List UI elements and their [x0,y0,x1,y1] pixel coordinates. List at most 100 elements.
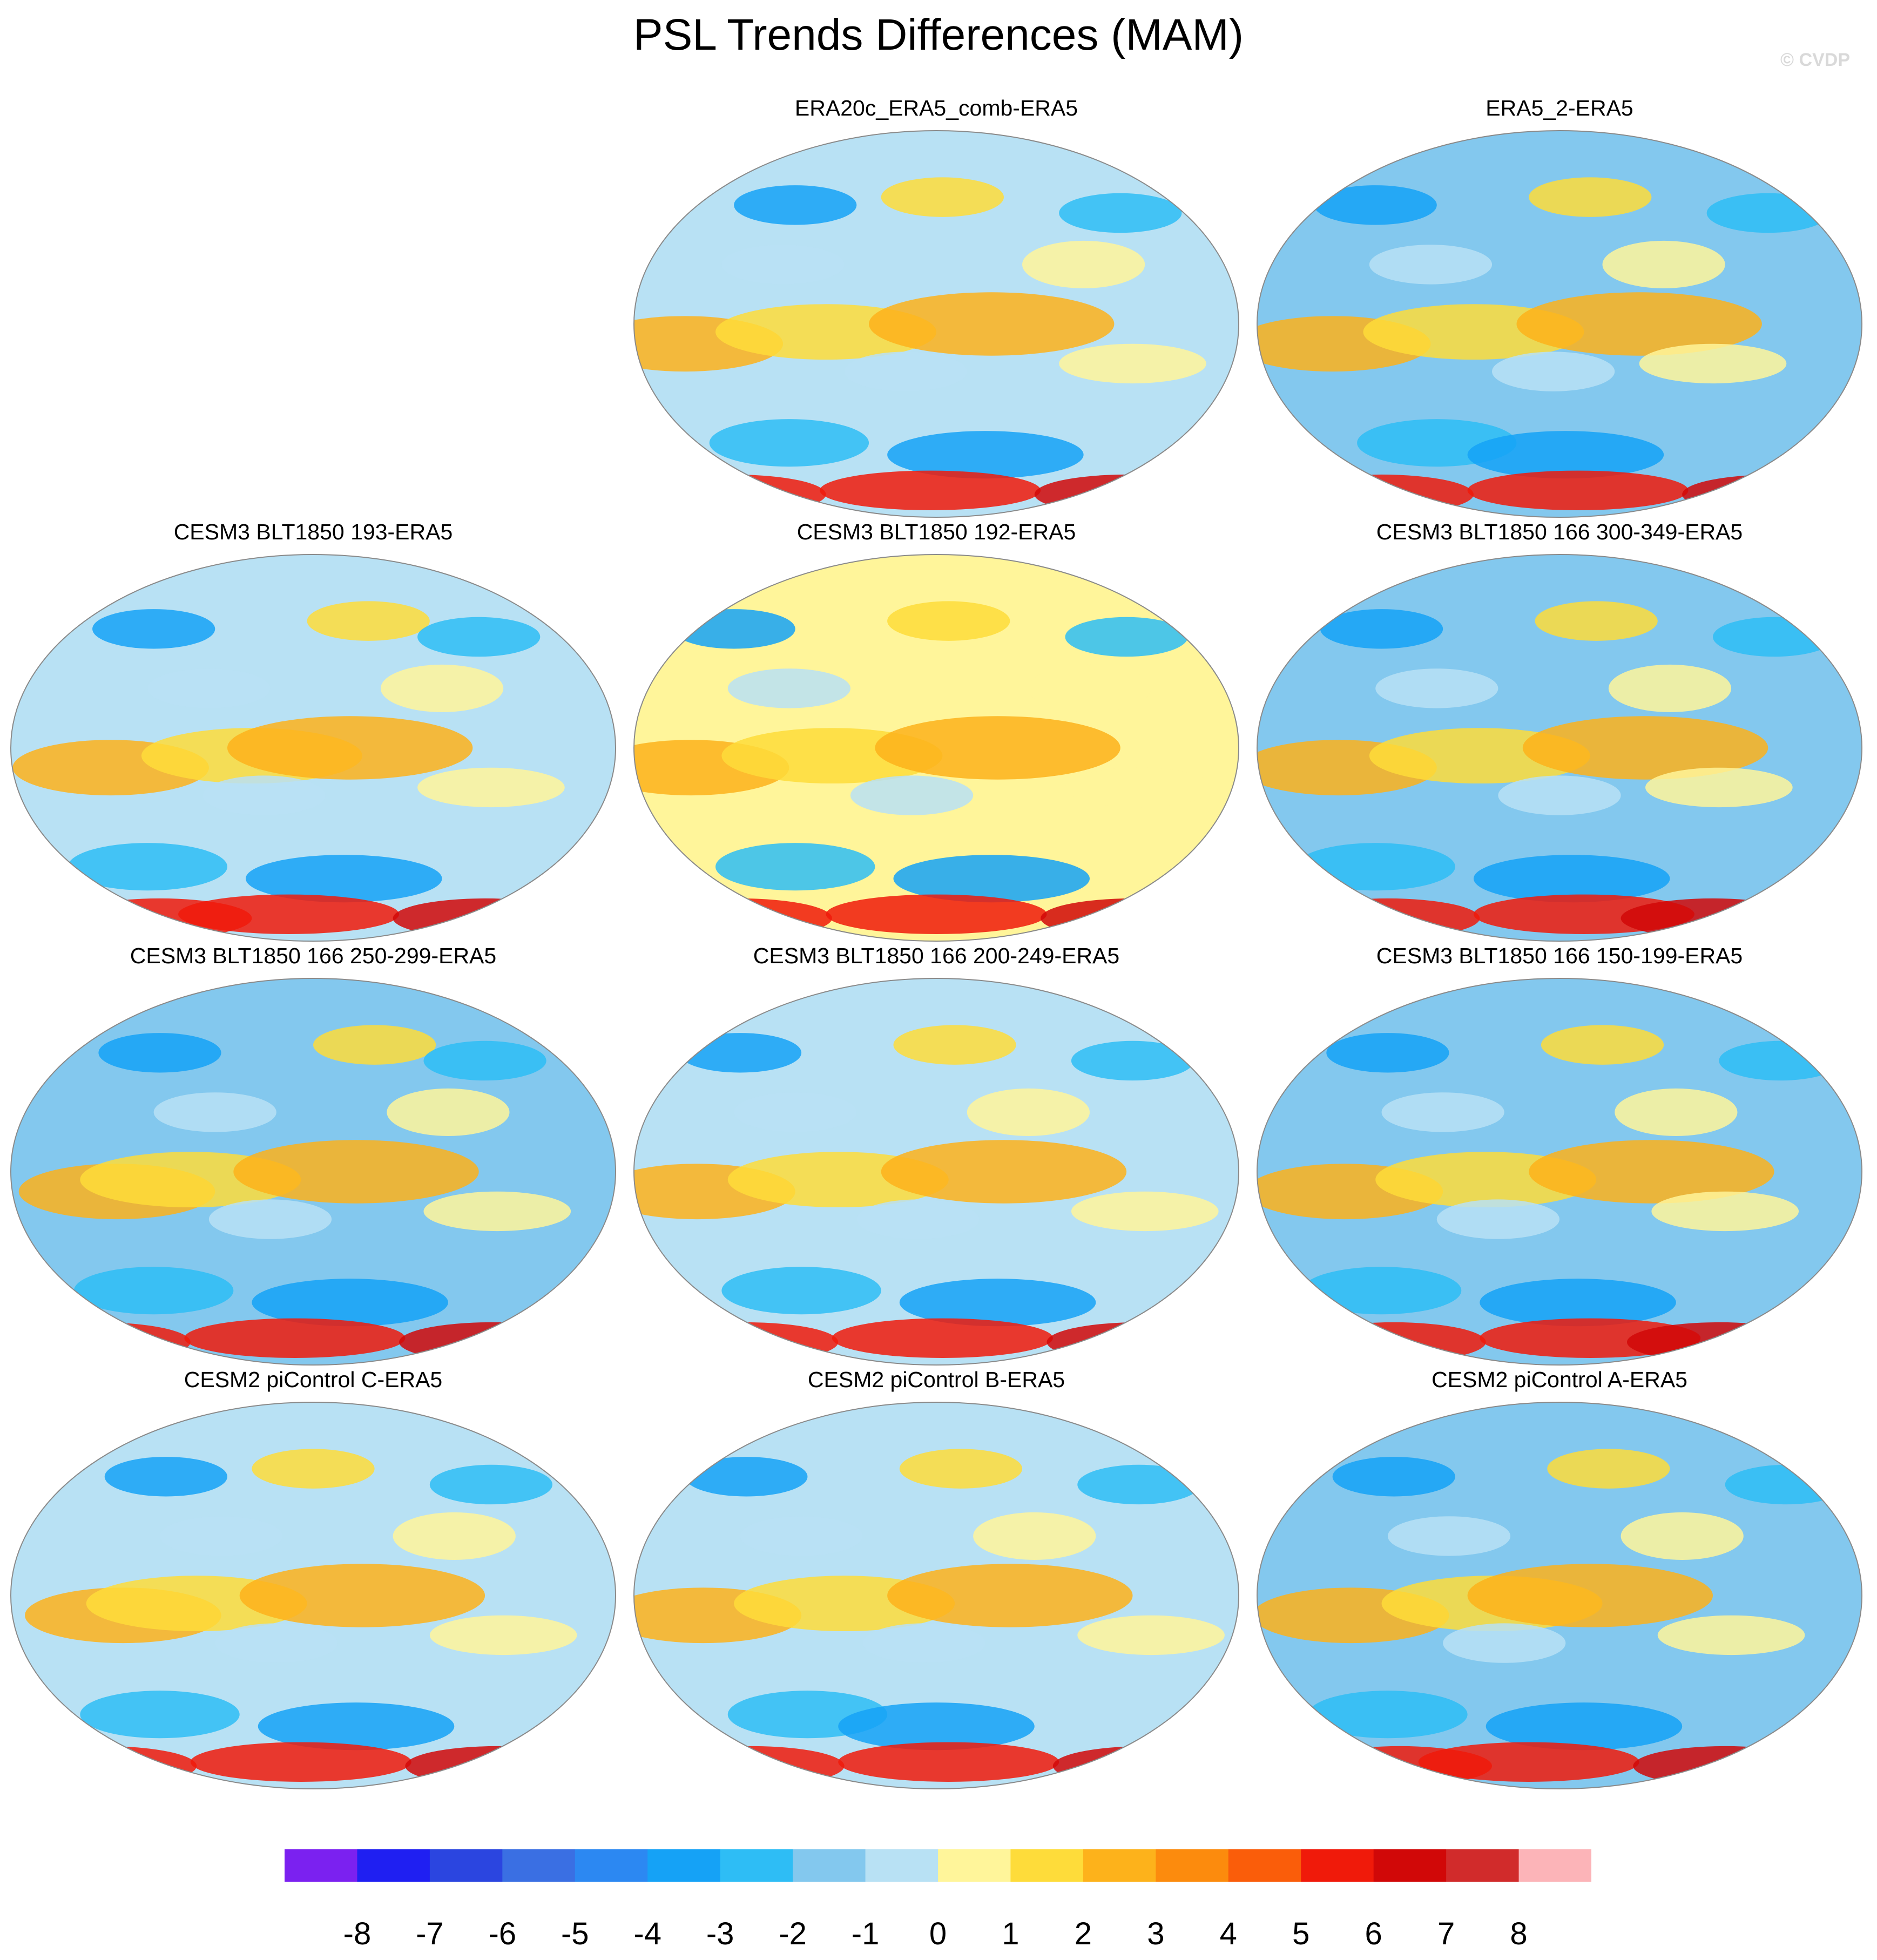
map-cesm2-b [633,1402,1239,1789]
map-panel-cesm2-b: CESM2 piControl B-ERA5 [630,1366,1243,1794]
field-contour [1375,668,1498,708]
field-contour [1369,245,1493,285]
colorbar-tick-label: 3 [1147,1916,1165,1951]
field-contour [393,1512,516,1560]
field-contour [887,431,1084,479]
map-panel-cesm3-166-250-299: CESM3 BLT1850 166 250-299-ERA5 [6,942,620,1370]
field-contour [307,601,430,641]
map-border [633,554,1239,942]
map-panel-cesm2-a: CESM2 piControl A-ERA5 [1253,1366,1866,1794]
field-contour [1022,240,1145,288]
field-contour [1725,1464,1848,1505]
field-contour [1059,343,1206,384]
field-contour [660,1746,845,1786]
map-border [1257,978,1862,1366]
field-contour [856,1199,980,1239]
field-contour [208,1199,332,1239]
map-cesm3-166-200-249 [633,978,1239,1366]
field-contour [1639,343,1787,384]
field-contour [153,1092,276,1132]
colorbar-swatch [938,1849,1011,1882]
colorbar-tick-label: -7 [416,1916,444,1951]
field-contour [826,894,1047,934]
map-border [1257,130,1862,518]
field-contour [1467,431,1664,479]
map-border [633,130,1239,518]
field-contour [1626,1322,1811,1362]
field-contour [1295,898,1480,938]
field-contour [178,894,400,934]
map-border [10,554,616,942]
map-cesm3-193 [10,554,616,942]
field-contour [893,1025,1016,1065]
field-contour [1547,1449,1670,1489]
map-cesm2-c [10,1402,616,1789]
map-border [633,1402,1239,1789]
field-contour [429,1615,577,1655]
colorbar-swatch [1373,1849,1447,1882]
field-contour [654,1322,839,1362]
field-contour [1308,1691,1468,1739]
field-contour [1301,1322,1486,1362]
panel-title: CESM3 BLT1850 193-ERA5 [173,519,453,544]
field-contour [1657,1615,1805,1655]
field-contour [252,1449,375,1489]
field-contour [734,1092,857,1132]
field-contour [239,1564,485,1627]
field-contour [899,1279,1096,1327]
field-contour [1529,1140,1774,1204]
colorbar-tick-label: 4 [1219,1916,1237,1951]
figure-title: PSL Trends Differences (MAM) [633,10,1244,59]
field-contour [1608,664,1732,712]
map-panel-cesm2-c: CESM2 piControl C-ERA5 [6,1366,620,1794]
map-cesm3-166-150-199 [1257,978,1862,1366]
colorbar-tick-label: 7 [1437,1916,1455,1951]
panel-title: ERA20c_ERA5_comb-ERA5 [794,96,1078,120]
field-contour [258,1702,455,1751]
field-contour [1041,898,1225,938]
map-panel-cesm3-166-200-249: CESM3 BLT1850 166 200-249-ERA5 [630,942,1243,1370]
field-contour [92,609,215,649]
field-contour [252,1279,448,1327]
field-contour [1071,1191,1219,1232]
field-contour [1326,1033,1449,1073]
field-contour [1028,664,1151,712]
field-contour [1381,1092,1504,1132]
field-contour [104,1457,227,1497]
colorbar-tick-label: -6 [488,1916,517,1951]
field-contour [98,1033,221,1073]
map-border [10,1402,616,1789]
panel-title: CESM3 BLT1850 166 200-249-ERA5 [753,943,1120,968]
colorbar-tick-label: -5 [561,1916,589,1951]
field-contour [80,1691,240,1739]
field-contour [233,1140,479,1204]
colorbar-tick-label: 1 [1002,1916,1019,1951]
field-contour [1046,1322,1231,1362]
field-contour [1682,474,1862,515]
field-contour [727,668,850,708]
map-cesm3-192 [633,554,1239,942]
panel-title: CESM2 piControl B-ERA5 [807,1367,1065,1392]
field-contour [881,1140,1127,1204]
map-panel-cesm3-166-300-349: CESM3 BLT1850 166 300-349-ERA5 [1253,518,1866,946]
field-contour [672,609,795,649]
colorbar-swatch [502,1849,576,1882]
field-contour [1034,474,1219,515]
map-cesm3-166-250-299 [10,978,616,1366]
colorbar-swatch [1156,1849,1229,1882]
panel-title: CESM3 BLT1850 166 250-299-ERA5 [130,943,497,968]
map-cesm2-a [1257,1402,1862,1789]
colorbar-swatch [357,1849,430,1882]
field-contour [215,1623,338,1663]
field-contour [405,1746,590,1786]
colorbar-tick-label: -2 [779,1916,807,1951]
cvdp-credit: © CVDP [1780,50,1850,70]
field-contour [1314,185,1437,225]
map-panel-cesm3-192: CESM3 BLT1850 192-ERA5 [630,518,1243,946]
field-contour [1295,843,1455,891]
field-contour [190,1742,411,1782]
field-contour [648,898,832,938]
field-contour [973,1512,1096,1560]
field-contour [202,775,326,815]
field-contour [715,843,875,891]
